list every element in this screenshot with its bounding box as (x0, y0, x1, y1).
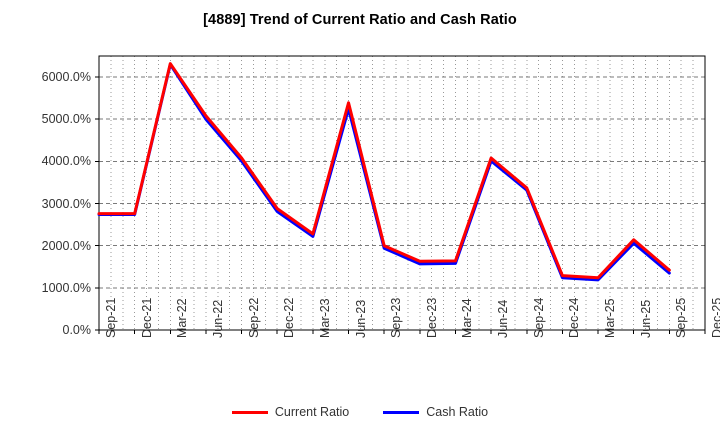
x-axis-tick-label: Mar-24 (460, 298, 475, 338)
legend-label: Current Ratio (274, 405, 350, 419)
grid-minor-vertical (110, 56, 694, 330)
x-axis-tick-label: Dec-21 (139, 297, 154, 338)
x-axis-tick-label: Sep-22 (246, 297, 261, 338)
legend-color-swatch (383, 410, 420, 414)
x-axis-tick-label: Jun-25 (638, 299, 653, 338)
x-axis-tick-label: Dec-24 (567, 297, 582, 338)
x-axis-tick-label: Dec-23 (424, 297, 439, 338)
x-axis-tick-label: Sep-24 (531, 297, 546, 338)
chart-title: [4889] Trend of Current Ratio and Cash R… (203, 12, 517, 28)
x-axis-tick-label: Mar-25 (603, 298, 618, 338)
legend-label: Cash Ratio (426, 405, 489, 419)
y-axis-ticks (95, 76, 99, 331)
series-line (97, 62, 671, 280)
grid-horizontal (99, 76, 705, 289)
y-axis-tick-label: 2000.0% (41, 238, 91, 253)
y-axis-tick-label: 3000.0% (41, 196, 91, 211)
legend-item[interactable]: Current Ratio (231, 405, 350, 419)
y-axis-tick-label: 4000.0% (41, 154, 91, 169)
x-axis-ticks (98, 330, 706, 334)
y-axis-tick-label: 6000.0% (41, 70, 91, 85)
x-axis-tick-label: Jun-24 (496, 299, 511, 338)
legend-item[interactable]: Cash Ratio (383, 405, 488, 419)
plot-frame (98, 55, 706, 331)
y-axis-tick-label: 5000.0% (41, 112, 91, 127)
x-axis-tick-label: Sep-21 (104, 297, 118, 338)
y-axis-tick-label: 1000.0% (41, 280, 91, 295)
chart-legend: Current Ratio Cash Ratio (0, 405, 720, 419)
x-axis-tick-label: Sep-25 (674, 297, 689, 338)
x-axis-tick-label: Jun-23 (353, 299, 368, 338)
y-axis-tick-label: 0.0% (62, 323, 92, 337)
x-axis-tick-label: Dec-25 (710, 297, 720, 338)
x-axis-tick-label: Sep-23 (389, 297, 404, 338)
x-axis-tick-label: Jun-22 (210, 299, 225, 338)
x-axis-tick-label: Dec-22 (282, 297, 297, 338)
legend-color-swatch (231, 410, 268, 414)
x-axis-tick-label: Mar-23 (317, 298, 332, 338)
x-axis-tick-label: Mar-22 (175, 298, 190, 338)
